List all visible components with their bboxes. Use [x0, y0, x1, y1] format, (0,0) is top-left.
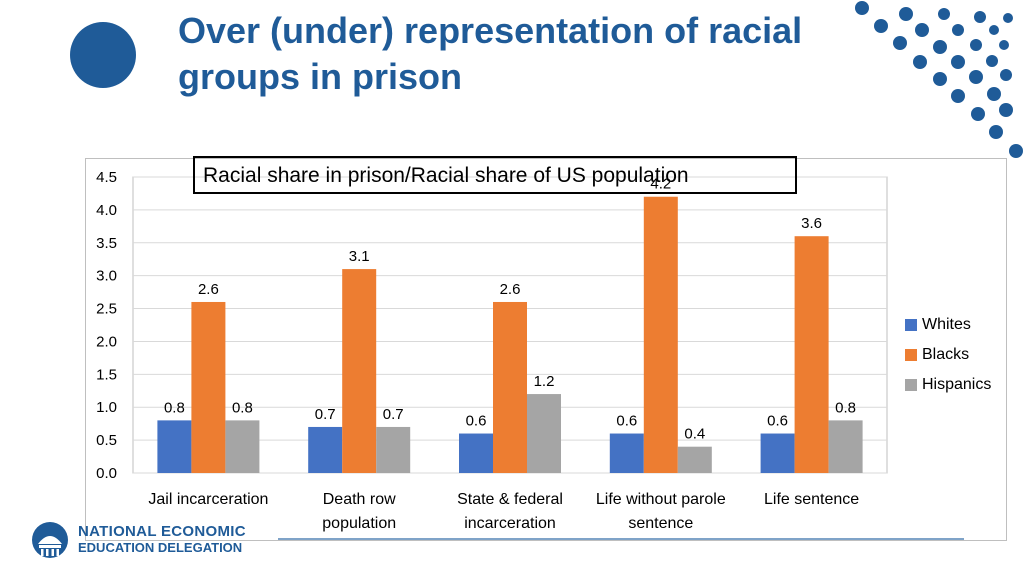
legend-item-hispanics: Hispanics	[905, 370, 991, 400]
bar-whites	[157, 420, 192, 473]
data-label: 0.6	[466, 413, 487, 430]
data-label: 1.2	[534, 373, 555, 390]
y-tick-label: 3.0	[96, 268, 117, 285]
bar-whites	[308, 426, 343, 473]
data-label: 3.1	[349, 248, 370, 265]
x-tick-label: sentence	[628, 515, 693, 532]
data-label: 2.6	[500, 281, 521, 298]
y-tick-label: 4.0	[96, 202, 117, 219]
bar-blacks	[342, 269, 377, 473]
y-tick-label: 4.5	[96, 169, 117, 186]
chart-frame: 0.0 0.5 1.0 1.5 2.0 2.5 3.0 3.5 4.0 4.5 0.8 2.6 0.8 J…	[85, 158, 1007, 541]
legend-swatch-whites	[905, 319, 917, 331]
logo-text-line2: EDUCATION DELEGATION	[78, 540, 243, 555]
bar-whites	[760, 433, 795, 473]
data-label: 0.8	[164, 399, 185, 416]
x-tick-label: Life sentence	[764, 491, 859, 508]
bar-chart: 0.0 0.5 1.0 1.5 2.0 2.5 3.0 3.5 4.0 4.5 0.8 2.6 0.8 J…	[96, 169, 888, 532]
bar-whites	[459, 433, 493, 473]
data-label: 0.7	[383, 406, 404, 423]
chart-legend: Whites Blacks Hispanics	[905, 310, 991, 400]
y-tick-label: 1.5	[96, 366, 117, 383]
legend-item-blacks: Blacks	[905, 340, 991, 370]
bar-hispanics	[376, 426, 411, 473]
bar-blacks	[493, 301, 527, 473]
legend-swatch-hispanics	[905, 379, 917, 391]
y-tick-label: 2.0	[96, 333, 117, 350]
legend-item-whites: Whites	[905, 310, 991, 340]
bar-blacks	[191, 301, 226, 473]
logo: NATIONAL ECONOMIC EDUCATION DELEGATION	[30, 520, 270, 560]
logo-text-line1: NATIONAL ECONOMIC	[78, 523, 246, 540]
bar-hispanics	[225, 420, 260, 473]
data-label: 4.2	[650, 176, 671, 193]
y-tick-label: 0.5	[96, 432, 117, 449]
bar-blacks	[643, 196, 678, 473]
legend-label-whites: Whites	[922, 316, 971, 333]
dome-logo-icon	[32, 522, 68, 558]
y-tick-label: 0.0	[96, 465, 117, 482]
x-tick-label: Jail incarceration	[148, 491, 268, 508]
y-tick-label: 3.5	[96, 235, 117, 252]
bar-hispanics	[677, 446, 712, 473]
data-label: 0.8	[232, 399, 253, 416]
x-tick-label: Life without parole	[596, 491, 726, 508]
y-tick-label: 2.5	[96, 301, 117, 318]
decorative-dot-pattern	[855, 1, 1023, 158]
footer-divider	[278, 538, 964, 540]
bar-whites	[609, 433, 644, 473]
data-label: 0.7	[315, 406, 336, 423]
legend-swatch-blacks	[905, 349, 917, 361]
data-label: 3.6	[801, 215, 822, 232]
slide-title: Over (under) representation of racial gr…	[178, 10, 803, 97]
data-label: 0.4	[684, 426, 705, 443]
decorative-circle	[70, 22, 136, 88]
legend-label-blacks: Blacks	[922, 346, 970, 363]
bar-blacks	[794, 236, 829, 473]
data-label: 0.6	[767, 413, 788, 430]
data-label: 0.8	[835, 399, 856, 416]
y-tick-label: 1.0	[96, 399, 117, 416]
x-tick-label: Death row	[323, 491, 396, 508]
chart-title: Racial share in prison/Racial share of U…	[193, 156, 797, 194]
bar-hispanics	[527, 394, 561, 473]
x-tick-label: population	[322, 515, 396, 532]
legend-label-hispanics: Hispanics	[922, 376, 992, 393]
x-tick-label: incarceration	[464, 515, 556, 532]
data-label: 0.6	[616, 413, 637, 430]
bar-hispanics	[828, 420, 863, 473]
x-tick-label: State & federal	[457, 491, 563, 508]
data-label: 2.6	[198, 281, 219, 298]
